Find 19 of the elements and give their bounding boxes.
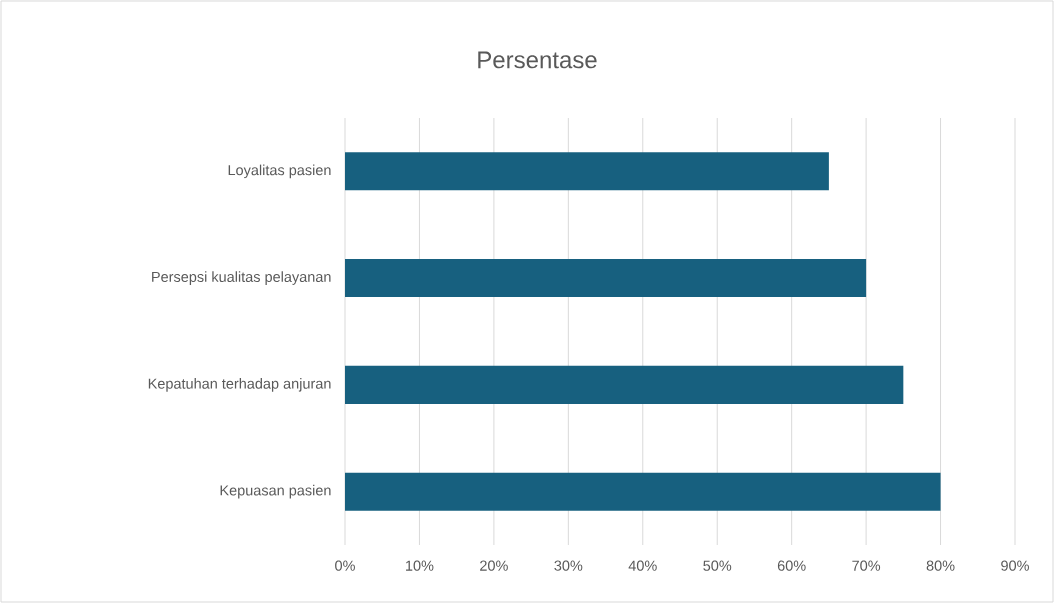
chart-title: Persentase <box>478 51 597 69</box>
x-tick-label: 30% <box>554 560 583 571</box>
x-tick-label: 70% <box>852 560 881 571</box>
x-tick-label: 50% <box>703 560 732 571</box>
x-tick-label: 40% <box>628 560 657 571</box>
y-tick-label: Kepuasan pasien <box>220 484 331 499</box>
x-tick-label: 80% <box>926 560 955 571</box>
y-tick-label: Persepsi kualitas pelayanan <box>152 271 331 285</box>
bar <box>345 152 829 191</box>
bar <box>345 365 904 404</box>
x-tick-label: 0% <box>335 560 355 571</box>
bar <box>345 259 867 298</box>
y-tick-label: Loyalitas pasien <box>228 164 331 179</box>
x-tick-label: 10% <box>406 560 434 571</box>
x-tick-label: 90% <box>1001 560 1029 571</box>
x-tick-label: 20% <box>480 560 508 571</box>
bar <box>345 472 941 511</box>
y-tick-label: Kepatuhan terhadap anjuran <box>148 378 331 392</box>
x-tick-label: 60% <box>777 560 806 571</box>
